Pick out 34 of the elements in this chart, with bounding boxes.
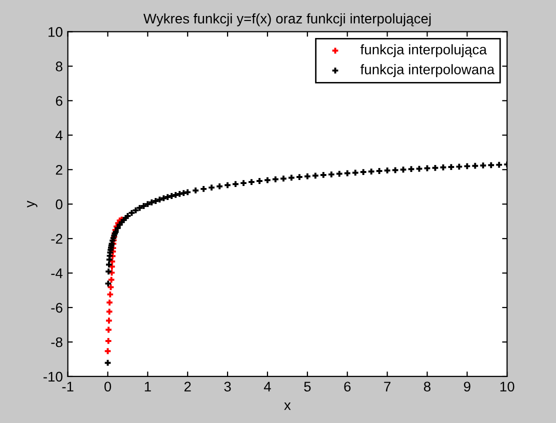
- legend-label: funkcja interpolująca: [360, 44, 487, 58]
- y-tick-label: 2: [56, 164, 62, 175]
- y-tick-label: 10: [48, 27, 62, 37]
- x-tick-label: 1: [144, 382, 151, 392]
- x-tick-label: 3: [224, 382, 231, 392]
- x-tick-label: 4: [264, 382, 271, 392]
- y-tick-label: -8: [51, 337, 62, 348]
- y-tick-label: -4: [51, 268, 63, 278]
- y-axis-title: y: [27, 200, 38, 208]
- y-tick-label: 8: [56, 62, 62, 72]
- point: [106, 300, 113, 306]
- y-tick-label: -10: [44, 372, 62, 382]
- point: [105, 338, 112, 344]
- x-tick-label: 0: [104, 382, 112, 392]
- x-tick-label: 10: [500, 382, 514, 392]
- point: [106, 318, 112, 324]
- x-tick-label: 7: [384, 382, 390, 392]
- x-tick-label: 9: [464, 382, 470, 392]
- x-axis-title: x: [284, 402, 291, 410]
- legend-label: funkcja interpolowana: [360, 64, 495, 78]
- x-tick-label: 6: [344, 382, 351, 392]
- point: [106, 308, 112, 315]
- y-tick-label: -2: [51, 234, 62, 244]
- x-tick-label: 2: [184, 382, 191, 392]
- x-tick-label: -1: [62, 382, 74, 392]
- x-tick-label: 8: [424, 382, 430, 392]
- y-tick-label: 4: [56, 130, 63, 140]
- point: [108, 276, 114, 283]
- y-tick-label: 6: [56, 96, 62, 106]
- y-tick-label: -6: [51, 302, 62, 313]
- y-tick-label: 0: [56, 199, 62, 210]
- point: [107, 291, 114, 298]
- chart-title: Wykres funkcji y=f(x) oraz funkcji interpolującej: [143, 13, 431, 26]
- x-tick-label: 5: [304, 382, 311, 392]
